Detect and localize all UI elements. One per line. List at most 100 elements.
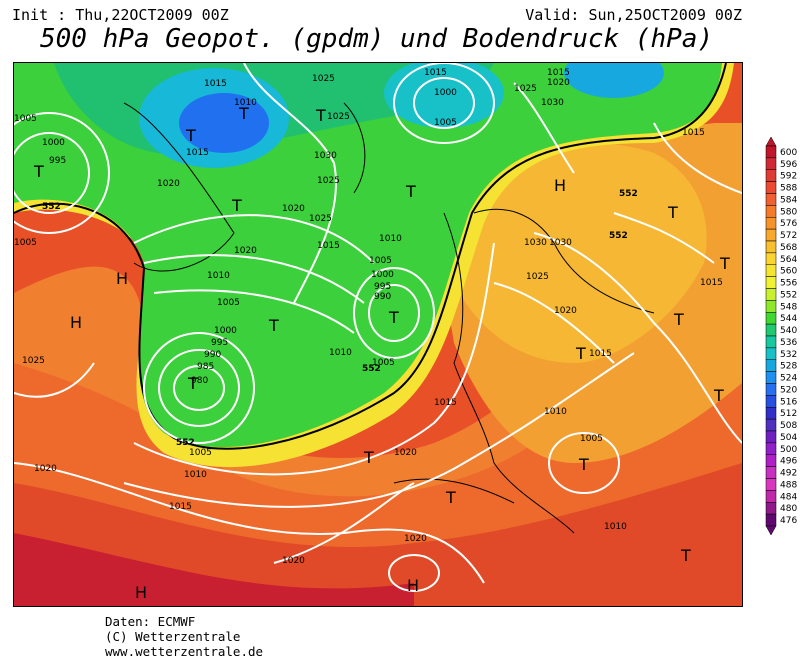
isobar-label: 1015	[682, 128, 705, 138]
legend-value: 576	[780, 219, 797, 229]
legend-swatch	[765, 383, 777, 396]
legend-value: 476	[780, 516, 797, 526]
isobar-label: 1010	[329, 348, 352, 358]
legend-value: 580	[780, 207, 797, 217]
legend-swatch	[765, 466, 777, 479]
isobar-label: 1025	[327, 112, 350, 122]
isobar-label: 1015	[169, 502, 192, 512]
legend-swatch	[765, 205, 777, 218]
isobar-label: 1030	[549, 238, 572, 248]
isobar-label: 1010	[379, 234, 402, 244]
isobar-label: 1000	[42, 138, 65, 148]
legend-swatch	[765, 418, 777, 432]
credit-source: Daten: ECMWF	[105, 614, 196, 629]
legend-swatch	[765, 300, 777, 313]
isobar-label: 1020	[234, 246, 257, 256]
isobar-label: 1010	[604, 522, 627, 532]
contour-label: 552	[619, 189, 638, 199]
legend-arrow-top	[765, 136, 777, 147]
credit-url[interactable]: www.wetterzentrale.de	[105, 644, 264, 659]
legend-value: 548	[780, 302, 797, 312]
legend-swatch	[765, 169, 777, 182]
legend-arrow-bottom	[765, 525, 777, 536]
legend-value: 540	[780, 326, 797, 336]
legend-value: 552	[780, 290, 797, 300]
isobar-label: 1015	[186, 148, 209, 158]
isobar-label: 1000	[371, 270, 394, 280]
isobar-label: 1005	[434, 118, 457, 128]
isobar-labels: 1015 1025 1010 1005 1000 995 1015 1020 1…	[14, 68, 723, 566]
isobar-label: 1000	[214, 326, 237, 336]
legend-value: 512	[780, 409, 797, 419]
isobar-label: 1015	[317, 241, 340, 251]
isobar-label: 995	[49, 156, 66, 166]
legend-value: 516	[780, 397, 797, 407]
legend-swatch	[765, 478, 777, 491]
weather-map: 1015 1025 1010 1005 1000 995 1015 1020 1…	[13, 62, 743, 607]
isobar-label: 1005	[14, 238, 37, 248]
isobar-label: 1005	[217, 298, 240, 308]
isobar-label: 1020	[554, 306, 577, 316]
contour-label: 552	[362, 364, 381, 374]
high-pressure-symbol: H	[70, 313, 82, 332]
isobar-label: 1025	[317, 176, 340, 186]
low-pressure-symbol: T	[405, 182, 416, 201]
legend-swatch	[765, 430, 777, 444]
isobar-label: 1005	[14, 114, 37, 124]
low-pressure-symbol: T	[673, 310, 684, 329]
contour-label: 552	[42, 202, 61, 212]
isobar-label: 1030	[541, 98, 564, 108]
isobar-label: 1010	[184, 470, 207, 480]
low-pressure-symbol: T	[578, 455, 589, 474]
isobar-label: 1020	[394, 448, 417, 458]
isobar-label: 1025	[22, 356, 45, 366]
legend-swatch	[765, 312, 777, 325]
isobar-label: 1015	[547, 68, 570, 78]
isobar-label: 1005	[189, 448, 212, 458]
legend-swatch	[765, 502, 777, 515]
init-time: Init : Thu,22OCT2009 00Z	[12, 6, 229, 24]
low-pressure-symbol: T	[268, 316, 279, 335]
isobar-label: 1025	[309, 214, 332, 224]
isobar-label: 1025	[514, 84, 537, 94]
isobar-label: 1020	[282, 556, 305, 566]
legend-value: 500	[780, 445, 797, 455]
legend-value: 532	[780, 350, 797, 360]
legend-value: 560	[780, 267, 797, 277]
high-pressure-symbol: H	[135, 583, 147, 602]
low-pressure-symbol: T	[185, 126, 196, 145]
legend-value: 592	[780, 172, 797, 182]
legend-swatch	[765, 217, 777, 230]
legend-value: 572	[780, 231, 797, 241]
isobar-label: 1015	[434, 398, 457, 408]
high-pressure-symbol: H	[407, 576, 419, 595]
low-pressure-symbol: T	[238, 104, 249, 123]
isobar-label: 995	[374, 282, 391, 292]
isobar-label: 1020	[547, 78, 570, 88]
isobar-label: 1010	[544, 407, 567, 417]
legend-swatch	[765, 240, 777, 254]
legend-swatch	[765, 335, 777, 349]
legend-value: 536	[780, 338, 797, 348]
legend-swatch	[765, 145, 777, 159]
color-legend: 600 596 592 588 584 580 576 572 568 564 560 556 552 5…	[764, 136, 810, 536]
legend-swatch	[765, 193, 777, 206]
legend-swatch	[765, 252, 777, 265]
isobar-label: 1015	[700, 278, 723, 288]
legend-swatch	[765, 407, 777, 420]
legend-value: 488	[780, 480, 797, 490]
low-pressure-symbol: T	[315, 106, 326, 125]
isobar-label: 1010	[234, 98, 257, 108]
isobar-label: 985	[197, 362, 214, 372]
legend-value: 524	[780, 374, 797, 384]
legend-value: 596	[780, 160, 797, 170]
legend-swatch	[765, 157, 777, 170]
credits: Daten: ECMWF (C) Wetterzentrale www.wett…	[105, 614, 263, 659]
legend-value: 504	[780, 433, 797, 443]
high-pressure-symbol: H	[116, 269, 128, 288]
contour-label: 552	[609, 231, 628, 241]
isobar-label: 1020	[282, 204, 305, 214]
credit-copyright: (C) Wetterzentrale	[105, 629, 241, 644]
legend-swatch	[765, 264, 777, 277]
isobar-label: 1005	[580, 434, 603, 444]
